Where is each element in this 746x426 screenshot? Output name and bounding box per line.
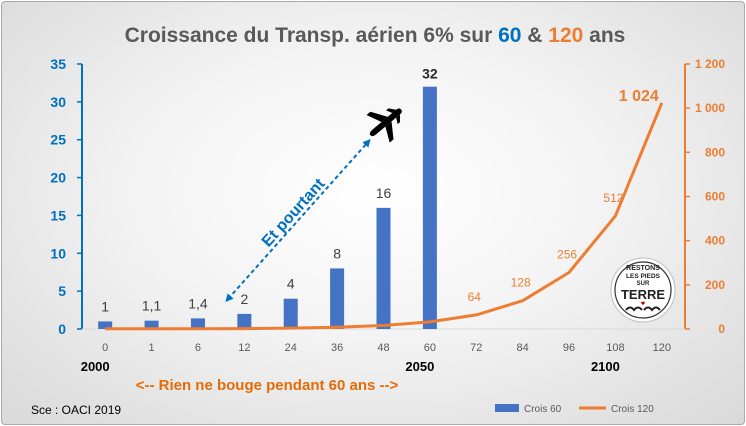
bar — [330, 268, 345, 329]
left-axis-ticks: 0 5 10 15 20 25 30 35 — [50, 56, 82, 337]
diagonal-annotation: Et pourtant — [259, 175, 329, 250]
chart-title: Croissance du Transp. aérien 6% sur 60 &… — [125, 24, 626, 47]
left-tick-label: 30 — [50, 94, 66, 110]
right-tick-label: 1 200 — [695, 57, 725, 71]
legend-label-bar: Crois 60 — [524, 404, 562, 415]
bar-label: 2 — [240, 291, 248, 307]
bar — [376, 207, 391, 329]
bar-label: 8 — [333, 245, 341, 261]
line-path — [105, 102, 664, 331]
right-tick-label: 600 — [705, 190, 725, 204]
year-label: 2000 — [81, 359, 110, 374]
logo-text-3: SUR — [637, 281, 650, 287]
x-tick-label: 120 — [653, 342, 671, 354]
line-label: 256 — [557, 247, 577, 261]
legend: Crois 60 Crois 120 — [495, 404, 654, 415]
airplane-icon — [366, 108, 402, 143]
logo-text-2: LES PIEDS — [626, 273, 661, 280]
logo-text-1: RESTONS — [626, 265, 660, 272]
bar-label: 4 — [287, 276, 295, 292]
x-tick-label: 72 — [470, 342, 482, 354]
x-tick-label: 0 — [102, 342, 108, 354]
left-tick-label: 10 — [50, 245, 66, 261]
bar-label: 16 — [376, 185, 392, 201]
year-labels: 2000 2050 2100 — [81, 359, 620, 374]
dashed-arrow — [225, 139, 371, 302]
title-middle: & — [521, 24, 548, 47]
right-tick-label: 0 — [718, 322, 725, 336]
year-label: 2100 — [591, 359, 620, 374]
bar — [237, 313, 252, 329]
bar-label: 1,4 — [188, 295, 208, 311]
legend-swatch-bar — [495, 404, 519, 412]
x-tick-label: 60 — [424, 342, 436, 354]
right-tick-label: 400 — [705, 234, 725, 248]
right-axis-ticks: 0 200 400 600 800 1 000 1 200 — [685, 57, 725, 336]
x-tick-label: 96 — [563, 342, 575, 354]
bar-label: 1,1 — [142, 298, 162, 314]
x-tick-label: 1 — [149, 342, 155, 354]
restons-logo: RESTONS LES PIEDS SUR TERRE — [610, 257, 676, 323]
right-tick-label: 1 000 — [695, 101, 725, 115]
bar-label: 1 — [101, 298, 109, 314]
bar — [144, 320, 159, 329]
left-tick-label: 0 — [58, 321, 66, 337]
x-axis-ticks: 0 1 6 12 24 36 48 60 72 84 96 108 120 — [102, 342, 671, 354]
x-tick-label: 108 — [606, 342, 624, 354]
bar — [422, 86, 437, 329]
left-tick-label: 15 — [50, 207, 66, 223]
title-prefix: Croissance du Transp. aérien 6% sur — [125, 24, 498, 47]
left-tick-label: 35 — [50, 56, 66, 72]
x-tick-label: 48 — [377, 342, 389, 354]
line-label: 1 024 — [619, 88, 659, 105]
legend-label-line: Crois 120 — [611, 404, 654, 415]
line-label: 512 — [603, 191, 623, 205]
year-label: 2050 — [405, 359, 434, 374]
logo-text-4: TERRE — [621, 287, 665, 302]
left-tick-label: 25 — [50, 132, 66, 148]
x-tick-label: 6 — [195, 342, 201, 354]
bar-series: 1 1,1 1,4 2 4 8 16 32 — [98, 66, 438, 329]
line-series: 64 128 256 512 1 024 — [105, 88, 664, 331]
bar — [283, 298, 298, 329]
x-tick-label: 84 — [517, 342, 529, 354]
source-note: Sce : OACI 2019 — [31, 403, 121, 417]
bottom-note: <-- Rien ne bouge pendant 60 ans --> — [136, 377, 399, 394]
right-tick-label: 800 — [705, 145, 725, 159]
left-tick-label: 20 — [50, 170, 66, 186]
title-num-60: 60 — [498, 24, 521, 47]
bar — [190, 318, 205, 329]
title-suffix: ans — [583, 24, 625, 47]
title-num-120: 120 — [548, 24, 583, 47]
line-label: 128 — [511, 276, 531, 290]
left-tick-label: 5 — [58, 283, 66, 299]
x-tick-label: 24 — [285, 342, 297, 354]
bar-label: 32 — [422, 66, 438, 82]
line-label: 64 — [468, 290, 482, 304]
x-tick-label: 36 — [331, 342, 343, 354]
bar — [98, 321, 113, 329]
x-tick-label: 12 — [238, 342, 250, 354]
right-tick-label: 200 — [705, 278, 725, 292]
